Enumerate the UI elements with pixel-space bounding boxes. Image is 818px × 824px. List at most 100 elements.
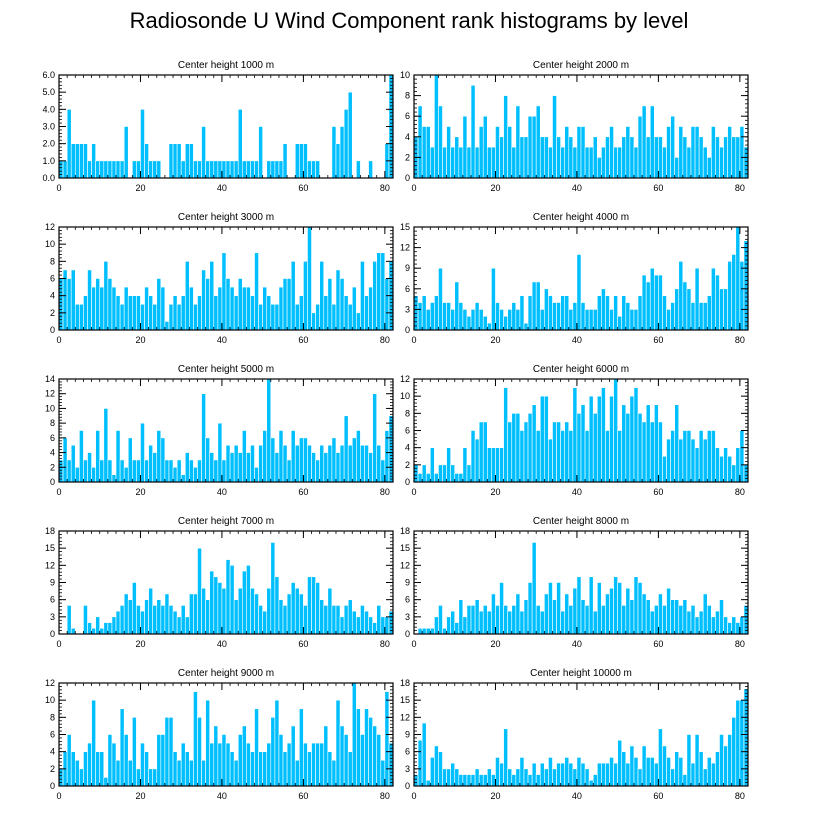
histogram-bar (380, 459, 386, 483)
histogram-bar (233, 160, 239, 179)
histogram-bar (682, 281, 688, 331)
histogram-bar (193, 160, 198, 179)
histogram-bar (339, 278, 345, 331)
histogram-bar (641, 593, 647, 635)
histogram-bar (103, 408, 109, 483)
x-tick-label: 0 (411, 791, 416, 801)
histogram-bar (690, 126, 696, 179)
histogram-bar (698, 136, 704, 179)
histogram-bar (180, 160, 186, 179)
histogram-bar (592, 610, 598, 635)
histogram-bar (79, 303, 84, 331)
histogram-bar (136, 295, 141, 331)
histogram-bar (662, 295, 667, 331)
y-tick-label: 15 (45, 543, 55, 553)
histogram-bar (144, 143, 149, 179)
histogram-bar (233, 444, 239, 483)
histogram-bar (148, 444, 153, 483)
plot-frame (413, 226, 749, 331)
histogram-bar (193, 303, 198, 331)
histogram-bar (674, 751, 680, 787)
histogram-bar (662, 455, 667, 483)
histogram-bar (515, 593, 521, 635)
histogram-bar (552, 768, 557, 787)
histogram-bar (307, 576, 312, 635)
histogram-bar (319, 444, 325, 483)
histogram-bar (87, 622, 92, 635)
histogram-bar (499, 309, 504, 331)
histogram-bar (323, 452, 329, 483)
histogram-bar (625, 413, 631, 483)
histogram-bar (213, 295, 219, 331)
x-tick-label: 20 (490, 183, 500, 193)
histogram-bar (270, 160, 276, 179)
histogram-bar (347, 444, 353, 483)
chart-panel: Center height 4000 m 0 20 40 60 80 0 3 6 9 12 15 (400, 212, 749, 345)
histogram-bar (327, 751, 333, 787)
histogram-bar (356, 430, 361, 483)
histogram-bar (731, 136, 737, 179)
histogram-bar (74, 466, 80, 483)
histogram-bar (572, 768, 578, 787)
histogram-bar (115, 295, 121, 331)
histogram-bar (442, 627, 447, 635)
histogram-bar (515, 768, 521, 787)
y-tick-label: 2 (405, 152, 410, 162)
histogram-bar (290, 261, 296, 331)
x-tick-label: 40 (572, 487, 582, 497)
x-tick-label: 40 (217, 487, 227, 497)
histogram-bar (368, 616, 373, 635)
x-tick-label: 0 (56, 183, 61, 193)
x-tick-label: 60 (653, 335, 663, 345)
histogram-bar (434, 74, 439, 179)
histogram-bar (527, 413, 533, 483)
histogram-bar (193, 691, 198, 787)
histogram-bar (637, 768, 643, 787)
histogram-bar (572, 387, 578, 483)
histogram-bar (723, 447, 728, 483)
histogram-bar (482, 115, 488, 179)
histogram-bar (666, 438, 671, 483)
histogram-bar (527, 582, 533, 635)
histogram-bar (446, 616, 451, 635)
histogram-bar (184, 261, 190, 331)
histogram-bar (262, 610, 268, 635)
histogram-bar (670, 599, 675, 635)
histogram-bar (127, 437, 133, 483)
histogram-bar (254, 593, 259, 635)
histogram-bar (70, 269, 76, 331)
y-tick-label: 0 (405, 325, 410, 335)
histogram-bar (584, 768, 590, 787)
histogram-bar (274, 699, 280, 787)
y-tick-label: 0.0 (42, 173, 55, 183)
histogram-bar (454, 473, 460, 483)
histogram-bar (184, 143, 190, 179)
histogram-bar (123, 593, 129, 635)
histogram-bar (556, 302, 561, 331)
histogram-bar (584, 605, 590, 635)
histogram-bar (438, 605, 443, 635)
histogram-bar (596, 762, 602, 787)
histogram-bar (176, 759, 182, 787)
histogram-bar (621, 751, 627, 787)
histogram-bar (294, 303, 300, 331)
histogram-bar (241, 725, 247, 787)
histogram-bar (552, 599, 557, 635)
histogram-bar (351, 286, 357, 331)
histogram-bar (225, 444, 231, 483)
histogram-bar (731, 616, 737, 635)
histogram-bar (519, 610, 525, 635)
histogram-bar (666, 587, 671, 635)
histogram-bar (58, 278, 64, 331)
histogram-bar (347, 599, 353, 635)
histogram-bar (666, 309, 671, 331)
histogram-bar (123, 466, 129, 483)
histogram-bar (491, 593, 496, 635)
histogram-bar (743, 240, 749, 331)
histogram-bar (425, 126, 431, 179)
histogram-bar (74, 759, 80, 787)
histogram-bar (576, 254, 582, 331)
histogram-bar (580, 599, 586, 635)
histogram-bar (111, 286, 117, 331)
histogram-bar (658, 136, 663, 179)
